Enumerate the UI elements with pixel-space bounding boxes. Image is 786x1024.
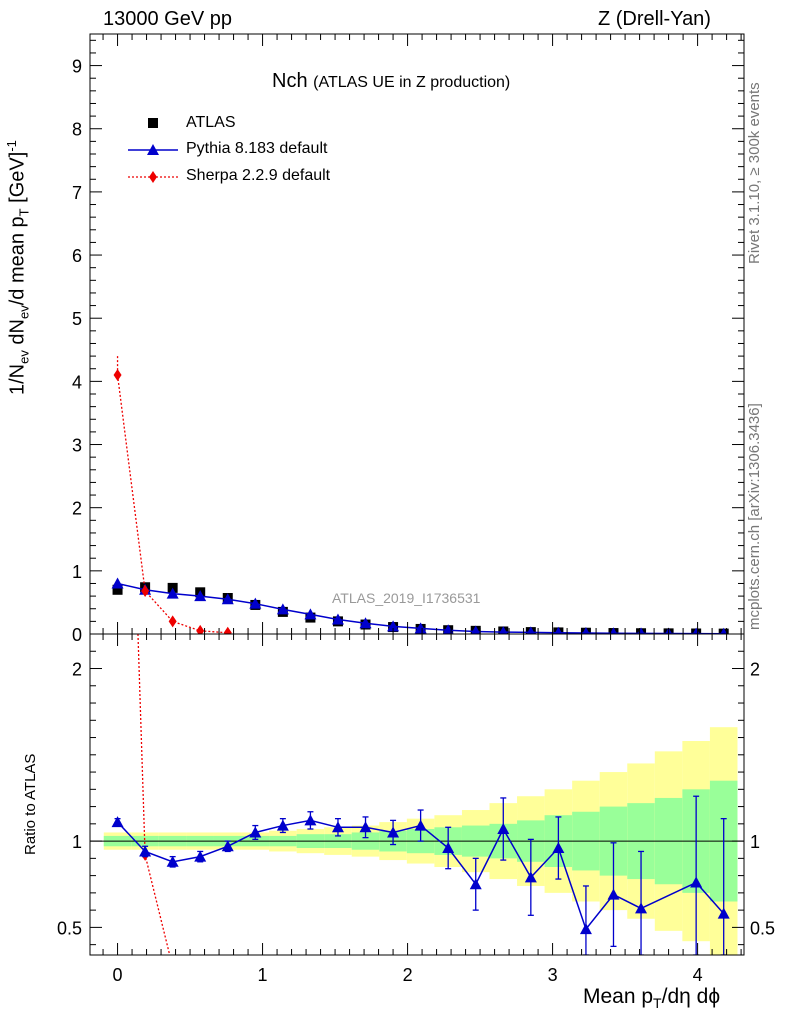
y-tick-label: 9 <box>72 57 82 77</box>
pythia-point <box>387 620 400 632</box>
pythia-point <box>498 626 508 634</box>
ratio-y-tick-label: 1 <box>72 832 82 852</box>
x-tick-label: 4 <box>693 965 703 985</box>
pythia-point <box>359 617 372 629</box>
y-tick-label: 4 <box>72 372 82 392</box>
pythia-ratio-point <box>276 819 289 831</box>
ratio-frame <box>89 633 745 956</box>
sherpa-point <box>113 369 122 382</box>
pythia-ratio-point <box>166 855 179 867</box>
pythia-ratio-point <box>497 823 510 835</box>
pythia-ratio-point <box>249 826 262 838</box>
pythia-ratio-point <box>607 888 620 900</box>
pythia-ratio-point <box>717 907 730 919</box>
legend-atlas-label: ATLAS <box>186 114 236 131</box>
pythia-ratio-point <box>221 840 234 852</box>
pythia-ratio-point <box>111 816 124 828</box>
pythia-point <box>304 608 317 620</box>
pythia-point <box>414 622 427 634</box>
energy-label: 13000 GeV pp <box>103 8 232 30</box>
pythia-ratio-point <box>194 850 207 862</box>
sherpa-point <box>141 585 150 598</box>
legend-pythia-marker <box>147 144 159 155</box>
sherpa-ratio-line <box>137 634 171 955</box>
plot-title-main: Nch <box>272 70 308 92</box>
pythia-point <box>471 625 481 634</box>
pythia-point <box>526 626 535 634</box>
pythia-ratio-point <box>359 821 372 833</box>
y-tick-label: 2 <box>72 499 82 519</box>
pythia-ratio-point <box>552 842 565 853</box>
y-tick-label: 0 <box>72 625 82 645</box>
pythia-ratio-point <box>414 819 427 831</box>
ratio-y-tick-label: 0.5 <box>57 918 82 938</box>
pythia-ratio-point <box>387 826 400 838</box>
y-tick-label: 7 <box>72 183 82 203</box>
pythia-point <box>111 577 124 589</box>
pythia-point <box>720 627 728 634</box>
y-tick-label: 6 <box>72 246 82 266</box>
legend-sherpa-label: Sherpa 2.2.9 default <box>186 167 331 184</box>
plot-title: Nch (ATLAS UE in Z production) <box>272 70 510 93</box>
y-tick-label: 8 <box>72 120 82 140</box>
x-tick-label: 1 <box>258 965 268 985</box>
x-tick-label: 3 <box>548 965 558 985</box>
ratio-y-tick-label-right: 1 <box>750 832 760 852</box>
process-label: Z (Drell-Yan) <box>598 8 711 30</box>
plot-title-sub: (ATLAS UE in Z production) <box>313 74 511 91</box>
ratio-y-tick-label-right: 2 <box>750 660 760 680</box>
y-tick-label: 3 <box>72 436 82 456</box>
pythia-point <box>331 613 344 625</box>
main-plot-area <box>111 356 729 634</box>
pythia-ratio-point <box>690 876 703 888</box>
sherpa-point <box>223 626 232 634</box>
pythia-ratio-point <box>331 821 344 833</box>
pythia-point <box>166 587 179 599</box>
pythia-point <box>276 603 289 615</box>
y-tick-label: 5 <box>72 309 82 329</box>
y-tick-label: 1 <box>72 562 82 582</box>
sherpa-line <box>116 374 228 634</box>
pythia-point <box>221 593 234 605</box>
x-axis-label: Mean pT/dη dϕ <box>583 985 721 1012</box>
ratio-y-tick-label-right: 0.5 <box>750 918 775 938</box>
sherpa-point <box>168 615 177 628</box>
pythia-ratio-line <box>117 819 725 931</box>
atlas-point <box>112 584 123 595</box>
pythia-point <box>554 626 563 634</box>
ratio-plot-area <box>90 634 744 955</box>
pythia-ratio-point <box>442 842 455 853</box>
pythia-ratio-point <box>304 814 317 826</box>
x-tick-label: 2 <box>403 965 413 985</box>
main-frame <box>89 33 745 635</box>
sherpa-point <box>196 624 205 634</box>
pythia-ratio-point <box>139 845 152 857</box>
legend-atlas-marker <box>148 118 158 128</box>
ratio-y-tick-label: 2 <box>72 660 82 680</box>
pythia-ratio-point <box>635 902 648 914</box>
pythia-point <box>249 597 262 609</box>
pythia-ratio-point <box>469 878 482 890</box>
x-tick-label: 0 <box>113 965 123 985</box>
analysis-watermark: ATLAS_2019_I1736531 <box>332 590 481 606</box>
pythia-ratio-point <box>524 871 537 883</box>
legend-pythia-label: Pythia 8.183 default <box>186 140 328 157</box>
pythia-ratio-point <box>579 923 592 935</box>
legend-sherpa-marker <box>149 171 157 183</box>
pythia-point <box>194 590 207 602</box>
pythia-point <box>609 627 618 634</box>
pythia-point <box>582 627 590 634</box>
